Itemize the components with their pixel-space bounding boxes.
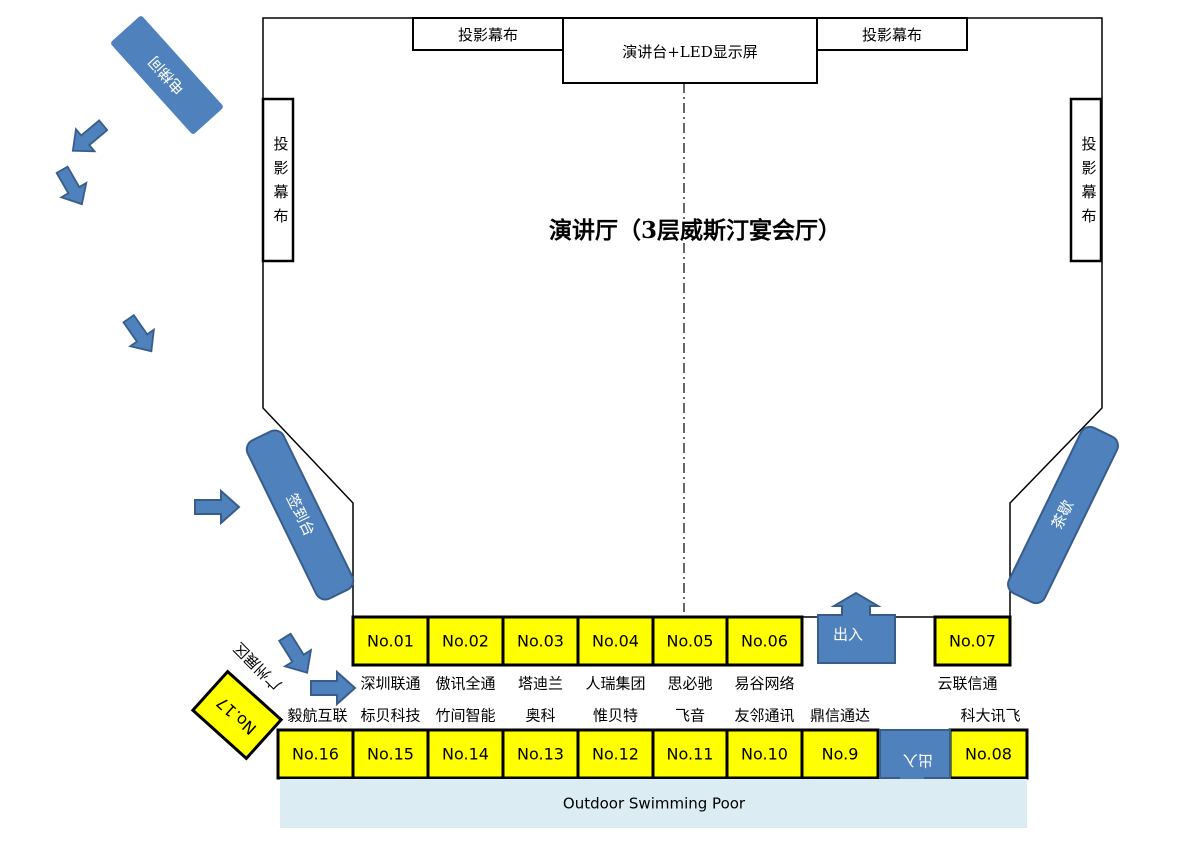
company-label: 飞音 <box>675 707 705 725</box>
arrow-icon <box>194 490 240 524</box>
company-label: 标贝科技 <box>360 707 420 725</box>
projection-screen-top-right: 投影幕布 <box>816 17 968 51</box>
booth-id: No.16 <box>292 745 339 764</box>
booth-no17[interactable]: No.17 <box>190 669 284 761</box>
booth-id: No.9 <box>822 745 859 764</box>
booth-id: No.04 <box>592 632 639 651</box>
company-label: 友邻通讯 <box>734 707 794 725</box>
company-label: 傲讯全通 <box>435 675 495 693</box>
booth-id: No.13 <box>517 745 564 764</box>
tea-break-area: 茶歇 <box>1007 425 1119 605</box>
booth-row-top: No.01 深圳联通 No.02 傲讯全通 No.03 塔迪兰 No.04 人瑞集团 No.05… <box>351 615 1012 693</box>
arrow-icon <box>62 113 114 163</box>
booth-id: No.15 <box>367 745 414 764</box>
arrow-icon <box>115 309 165 361</box>
company-label: 思必驰 <box>667 675 712 693</box>
booth[interactable]: No.12 <box>576 728 655 780</box>
booth-id: No.01 <box>367 632 414 651</box>
svg-text:布: 布 <box>1081 207 1096 225</box>
svg-text:幕: 幕 <box>273 183 288 201</box>
hall-title: 演讲厅（3层威斯汀宴会厅） <box>549 217 841 244</box>
company-label: 云联信通 <box>937 675 997 693</box>
entrance-top[interactable]: 出入 <box>817 591 896 664</box>
company-label: 竹间智能 <box>435 707 495 725</box>
projection-screen-top-left: 投影幕布 <box>412 17 564 51</box>
arrow-icon <box>48 161 96 213</box>
company-label: 惟贝特 <box>593 707 638 725</box>
booth-id: No.10 <box>741 745 788 764</box>
svg-text:幕: 幕 <box>1081 183 1096 201</box>
svg-text:影: 影 <box>1081 159 1096 177</box>
svg-text:出入: 出入 <box>903 752 933 770</box>
elevator-area: 电梯间 <box>111 16 223 134</box>
booth-id: No.07 <box>949 632 996 651</box>
company-label: 奥科 <box>525 707 555 725</box>
arrow-icon <box>271 628 321 682</box>
booth-id: No.12 <box>592 745 639 764</box>
booth-id: No.03 <box>517 632 564 651</box>
company-label: 科大讯飞 <box>960 707 1020 725</box>
svg-text:影: 影 <box>273 159 288 177</box>
booth[interactable]: No.03 <box>501 615 580 667</box>
outdoor-pool: Outdoor Swimming Poor <box>280 779 1027 828</box>
booth[interactable]: No.02 <box>426 615 505 667</box>
projection-screen-side-right: 投 影 幕 布 <box>1069 97 1103 263</box>
company-label: 深圳联通 <box>360 675 420 693</box>
company-label: 毅航互联 <box>287 707 347 725</box>
company-label: 鼎信通达 <box>810 707 870 725</box>
svg-text:演讲台+LED显示屏: 演讲台+LED显示屏 <box>622 43 758 61</box>
booth[interactable]: No.14 <box>426 728 505 780</box>
booth-id: No.11 <box>667 745 714 764</box>
stage-led-screen: 演讲台+LED显示屏 <box>562 17 818 84</box>
booth[interactable]: No.07 <box>933 615 1012 667</box>
company-label: 人瑞集团 <box>585 675 645 693</box>
booth[interactable]: No.01 <box>351 615 430 667</box>
svg-text:投影幕布: 投影幕布 <box>458 26 518 44</box>
booth-id: No.02 <box>442 632 489 651</box>
svg-text:布: 布 <box>273 207 288 225</box>
svg-text:投: 投 <box>1081 135 1096 153</box>
company-label: 塔迪兰 <box>518 675 563 693</box>
booth[interactable]: No.15 <box>351 728 430 780</box>
projection-screen-side-left: 投 影 幕 布 <box>261 97 295 263</box>
company-label: 易谷网络 <box>734 675 794 693</box>
sign-in-desk: 签到台 <box>245 429 355 601</box>
booth[interactable]: No.16 <box>276 728 355 780</box>
svg-text:投: 投 <box>273 135 288 153</box>
booth[interactable]: No.08 <box>948 728 1029 780</box>
svg-text:投影幕布: 投影幕布 <box>862 26 922 44</box>
svg-text:出入: 出入 <box>833 626 863 644</box>
arrow-icon <box>310 671 356 705</box>
booth[interactable]: No.13 <box>501 728 580 780</box>
booth[interactable]: No.11 <box>651 728 729 780</box>
booth[interactable]: No.10 <box>725 728 804 780</box>
booth[interactable]: No.04 <box>576 615 655 667</box>
hall-wall-outline <box>262 17 1103 617</box>
svg-text:Outdoor Swimming Poor: Outdoor Swimming Poor <box>563 795 746 813</box>
booth-id: No.08 <box>965 745 1012 764</box>
booth[interactable]: No.06 <box>725 615 804 667</box>
booth[interactable]: No.05 <box>651 615 729 667</box>
booth-id: No.05 <box>667 632 714 651</box>
booth-id: No.06 <box>741 632 788 651</box>
booth[interactable]: No.9 <box>800 728 880 780</box>
booth-row-bottom: No.16 毅航互联 No.15 标贝科技 No.14 竹间智能 No.13 奥科 No.12 惟… <box>276 707 1029 780</box>
booth-id: No.14 <box>442 745 489 764</box>
